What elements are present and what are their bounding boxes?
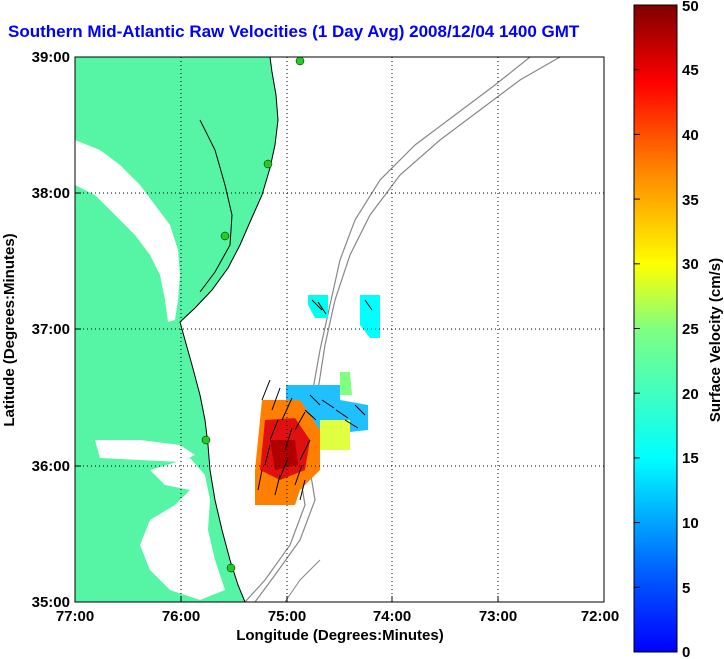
colorbar-label: Surface Velocity (cm/s) <box>707 258 724 422</box>
colorbar-tick-label: 40 <box>682 127 699 144</box>
colorbar-tick-label: 10 <box>682 515 699 532</box>
x-tick-label: 73:00 <box>479 608 517 625</box>
x-tick-label: 76:00 <box>162 608 200 625</box>
y-axis-label: Latitude (Degrees:Minutes) <box>1 233 18 426</box>
y-tick-label: 38:00 <box>32 185 70 202</box>
colorbar-tick-label: 15 <box>682 450 699 467</box>
colorbar-tick-label: 20 <box>682 386 699 403</box>
colorbar <box>633 4 678 653</box>
x-tick-label: 75:00 <box>268 608 306 625</box>
radar-site-marker <box>295 57 305 66</box>
x-tick-label: 72:00 <box>581 608 619 625</box>
bathymetry-contour <box>284 559 321 602</box>
coastline <box>179 57 279 602</box>
colorbar-tick-label: 0 <box>682 644 690 659</box>
colorbar-tick-label: 5 <box>682 580 690 597</box>
pamlico-sound <box>140 458 225 600</box>
colorbar-tick-label: 35 <box>682 192 699 209</box>
radar-site-marker <box>201 435 211 445</box>
x-tick-label: 74:00 <box>373 608 411 625</box>
velocity-field-yellow <box>320 420 350 450</box>
y-tick-label: 35:00 <box>32 594 70 611</box>
colorbar-tick-label: 45 <box>682 62 699 79</box>
velocity-field-hot <box>270 440 298 470</box>
x-axis-label: Longitude (Degrees:Minutes) <box>236 627 444 644</box>
plot-title: Southern Mid-Atlantic Raw Velocities (1 … <box>8 22 580 41</box>
velocity-field-north <box>360 295 380 338</box>
radar-site-marker <box>220 231 230 241</box>
albemarle-sound <box>95 440 195 462</box>
velocity-field-green <box>340 372 352 395</box>
colorbar-tick-label: 50 <box>682 0 699 15</box>
y-tick-label: 37:00 <box>32 321 70 338</box>
y-tick-label: 36:00 <box>32 458 70 475</box>
radar-site-marker <box>226 563 236 573</box>
radar-site-marker <box>263 159 273 169</box>
grid <box>75 57 604 602</box>
bathymetry-contour <box>254 57 561 602</box>
colorbar-tick-label: 25 <box>682 321 699 338</box>
bathymetry-contour <box>244 57 531 602</box>
delmarva-coast <box>199 119 233 293</box>
chesapeake-bay <box>75 140 180 322</box>
y-tick-label: 39:00 <box>32 49 70 66</box>
x-tick-label: 77:00 <box>56 608 94 625</box>
colorbar-tick-label: 30 <box>682 256 699 273</box>
